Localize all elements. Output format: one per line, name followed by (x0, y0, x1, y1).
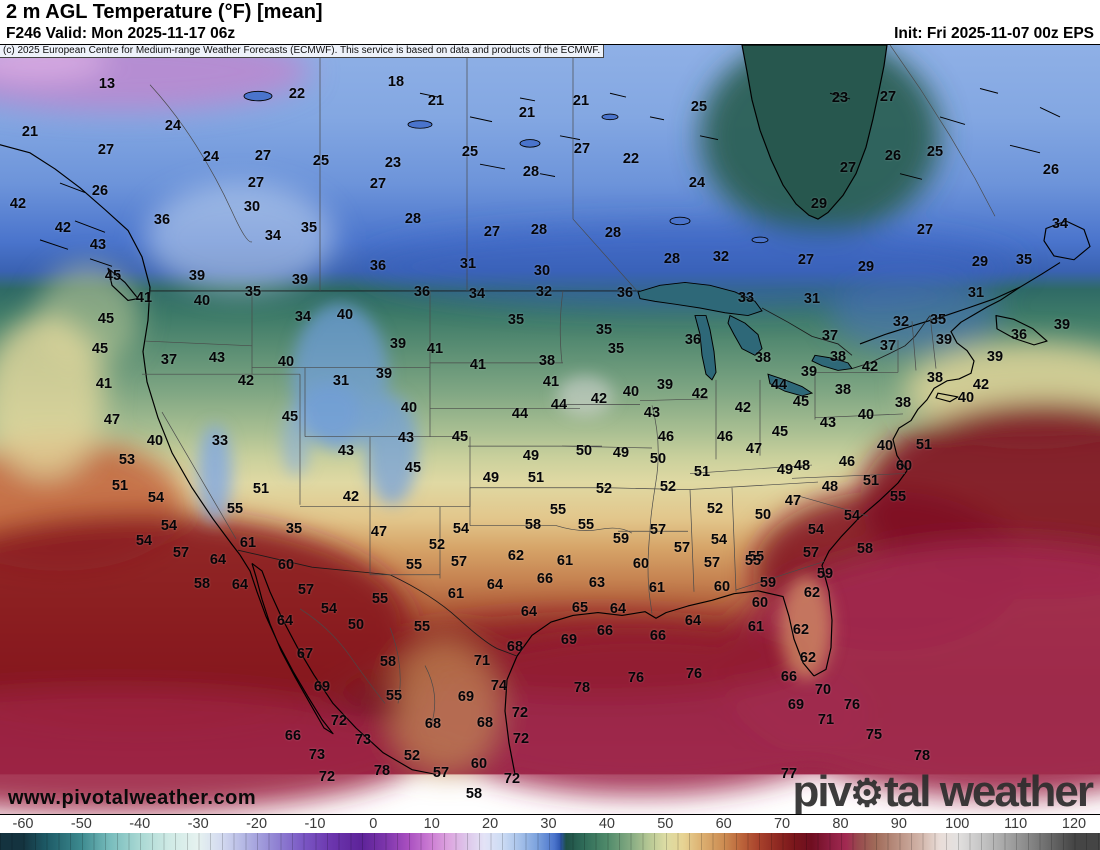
colorbar-tick: -50 (70, 816, 92, 832)
colorbar-segments (0, 833, 1100, 850)
national-borders (150, 290, 931, 657)
colorbar-tick: 60 (715, 816, 732, 832)
brand-text-suffix: tal weather (884, 767, 1094, 815)
colorbar-tick: 90 (890, 816, 907, 832)
brand-text-prefix: piv (792, 767, 852, 815)
colorbar-tick: 120 (1061, 816, 1087, 832)
colorbar-tick: -40 (129, 816, 151, 832)
great-lakes (637, 281, 853, 397)
state-borders (142, 45, 996, 723)
colorbar-ticks: -60 -50 -40 -30 -20 -10 0 10 20 30 40 50 60 70 80 90 100… (0, 815, 1100, 833)
colorbar-tick: 50 (657, 816, 674, 832)
copyright-bar: (c) 2025 European Centre for Medium-rang… (0, 45, 605, 58)
colorbar-tick: 30 (540, 816, 557, 832)
temperature-map-svg (0, 45, 1100, 813)
colorbar-tick: -10 (304, 816, 326, 832)
map-region: (c) 2025 European Centre for Medium-rang… (0, 44, 1100, 815)
colorbar-tick: 100 (945, 816, 970, 832)
island-fjord-marks (39, 88, 1061, 267)
valid-time-label: F246 Valid: Mon 2025-11-17 06z (6, 25, 236, 42)
northern-lakes (243, 90, 769, 244)
terrain-cold-spots (198, 303, 832, 680)
colorbar-tick: 40 (598, 816, 615, 832)
brand-watermark: piv⚙tal weather (792, 767, 1094, 815)
colorbar-tick: 70 (773, 816, 791, 832)
colorbar-tick: -20 (246, 816, 268, 832)
colorbar-tick: 80 (832, 816, 849, 832)
colorbar-tick: 0 (369, 816, 378, 832)
coastlines (0, 144, 1091, 775)
colorbar (0, 833, 1100, 850)
colorbar-tick: -30 (187, 816, 209, 832)
site-watermark: www.pivotalweather.com (8, 787, 257, 809)
colorbar-tick: 10 (423, 816, 440, 832)
colorbar-tick: 110 (1004, 816, 1028, 832)
hudson-bay (741, 45, 888, 220)
colorbar-tick: -60 (12, 816, 34, 832)
gear-icon: ⚙ (850, 773, 885, 815)
temperature-anomaly-blobs (0, 45, 1100, 813)
colorbar-tick: 20 (482, 816, 499, 832)
page-title: 2 m AGL Temperature (°F) [mean] (6, 1, 323, 23)
init-time-label: Init: Fri 2025-11-07 00z EPS (894, 25, 1094, 42)
